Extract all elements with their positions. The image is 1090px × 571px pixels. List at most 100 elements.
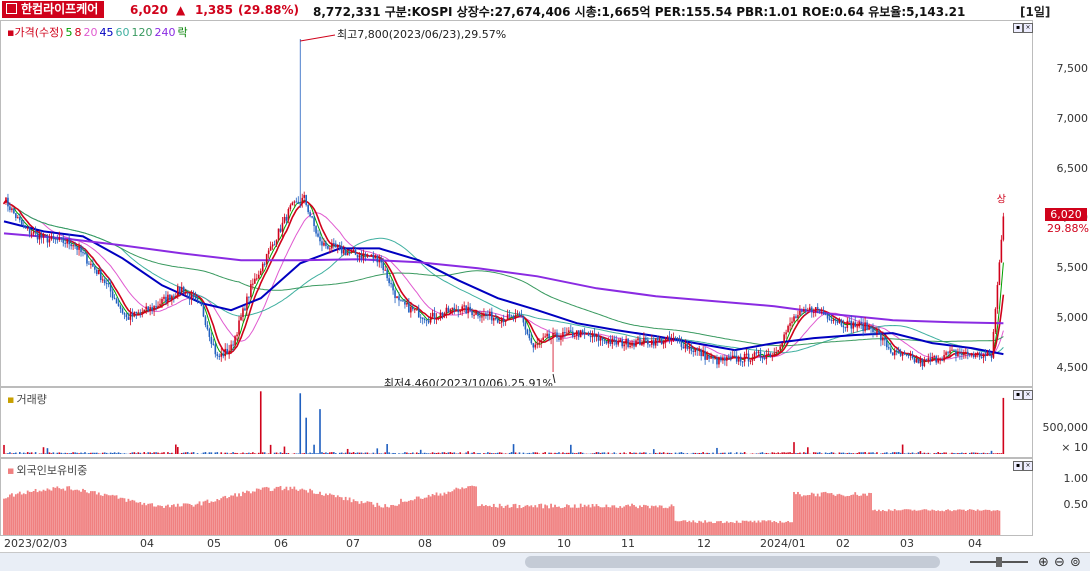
volume-bar bbox=[124, 453, 126, 454]
foreign-bar bbox=[297, 491, 299, 535]
volume-bar bbox=[902, 445, 904, 454]
stock-name-box[interactable]: 한컴라이프케어 bbox=[2, 1, 104, 18]
panel-close-icon[interactable]: × bbox=[1023, 23, 1033, 33]
zoom-reset-icon[interactable]: ⊚ bbox=[1070, 555, 1081, 570]
foreign-bar bbox=[872, 510, 874, 535]
panel-minimize-icon[interactable]: ▪ bbox=[1013, 390, 1023, 400]
candle bbox=[254, 273, 256, 284]
annotation: 최고7,800(2023/06/23),29.57% bbox=[337, 28, 506, 41]
foreign-bar bbox=[62, 489, 64, 535]
foreign-bar bbox=[238, 493, 240, 535]
candle bbox=[983, 353, 985, 363]
foreign-bar bbox=[538, 504, 540, 535]
volume-bar bbox=[667, 453, 669, 454]
foreign-bar bbox=[258, 489, 260, 535]
period-selector[interactable]: [1일] bbox=[1020, 3, 1050, 20]
volume-bar bbox=[529, 453, 531, 454]
volume-bar bbox=[96, 453, 98, 454]
foreign-bar bbox=[327, 495, 329, 535]
candle bbox=[912, 351, 914, 359]
price-panel[interactable]: 최고7,800(2023/06/23),29.57%최저4,460(2023/1… bbox=[0, 20, 1033, 387]
foreign-bar bbox=[789, 522, 791, 535]
foreign-bar bbox=[633, 505, 635, 535]
candle bbox=[722, 355, 724, 364]
volume-bar bbox=[258, 453, 260, 454]
volume-bar bbox=[847, 453, 849, 454]
foreign-bar bbox=[969, 509, 971, 535]
panel-minimize-icon[interactable]: ▪ bbox=[1013, 461, 1023, 471]
foreign-bar bbox=[179, 507, 181, 535]
foreign-holding-panel[interactable]: ▪외국인보유비중 ▪ × bbox=[0, 458, 1033, 536]
foreign-bar bbox=[704, 520, 706, 535]
foreign-bar bbox=[854, 492, 856, 535]
volume-bar bbox=[353, 452, 355, 454]
volume-bar bbox=[167, 452, 169, 454]
volume-bar bbox=[392, 453, 394, 454]
candle bbox=[578, 330, 580, 340]
scrollbar-thumb[interactable] bbox=[525, 556, 940, 568]
foreign-bar bbox=[400, 499, 402, 535]
volume-bar bbox=[84, 452, 86, 454]
volume-bar bbox=[43, 447, 45, 454]
candle bbox=[906, 354, 908, 356]
volume-bar bbox=[454, 452, 456, 454]
foreign-bar bbox=[207, 500, 209, 535]
zoom-slider[interactable] bbox=[968, 556, 1030, 568]
foreign-bar bbox=[511, 507, 513, 535]
candle bbox=[515, 309, 517, 322]
volume-bar bbox=[683, 453, 685, 454]
foreign-bar bbox=[910, 510, 912, 535]
candle bbox=[132, 308, 134, 322]
candle bbox=[702, 346, 704, 356]
volume-bar bbox=[250, 453, 252, 454]
select-checkbox[interactable] bbox=[6, 3, 17, 14]
candle bbox=[444, 312, 446, 318]
candle bbox=[116, 297, 118, 303]
foreign-bar bbox=[647, 506, 649, 535]
candle bbox=[124, 312, 126, 319]
candle bbox=[465, 305, 467, 314]
volume-bar bbox=[157, 453, 159, 454]
volume-bar bbox=[51, 453, 53, 454]
foreign-bar bbox=[973, 510, 975, 535]
foreign-bar bbox=[361, 501, 363, 535]
volume-bar bbox=[534, 452, 536, 454]
volume-bar bbox=[874, 453, 876, 454]
foreign-bar bbox=[627, 505, 629, 535]
foreign-bar bbox=[367, 501, 369, 535]
candle bbox=[15, 213, 17, 221]
panel-close-icon[interactable]: × bbox=[1023, 390, 1033, 400]
volume-bar bbox=[45, 453, 47, 454]
foreign-bar bbox=[5, 498, 7, 535]
candle bbox=[724, 354, 726, 365]
volume-bar bbox=[361, 453, 363, 454]
volume-bar bbox=[62, 453, 64, 454]
candle bbox=[469, 303, 471, 312]
volume-bar bbox=[849, 453, 851, 454]
volume-bar bbox=[596, 452, 598, 454]
candle bbox=[11, 206, 13, 212]
zoom-out-icon[interactable]: ⊖ bbox=[1054, 555, 1065, 570]
foreign-bar bbox=[649, 508, 651, 535]
foreign-bar bbox=[675, 521, 677, 535]
candle bbox=[576, 330, 578, 340]
foreign-bar bbox=[359, 504, 361, 535]
foreign-tick: 1.00 bbox=[1064, 472, 1089, 485]
foreign-bar bbox=[353, 499, 355, 535]
volume-bar bbox=[471, 453, 473, 454]
foreign-bar bbox=[392, 505, 394, 535]
candle bbox=[959, 348, 961, 360]
foreign-bar bbox=[623, 506, 625, 535]
horizontal-scrollbar[interactable]: ⊕ ⊖ ⊚ bbox=[0, 552, 1090, 571]
volume-bar bbox=[487, 452, 489, 454]
candle bbox=[655, 338, 657, 348]
panel-close-icon[interactable]: × bbox=[1023, 461, 1033, 471]
volume-bar bbox=[839, 452, 841, 454]
volume-bar bbox=[120, 453, 122, 454]
candle bbox=[740, 353, 742, 365]
volume-panel[interactable]: ▪거래량 ▪ × bbox=[0, 387, 1033, 458]
foreign-bar bbox=[15, 494, 17, 535]
zoom-in-icon[interactable]: ⊕ bbox=[1038, 555, 1049, 570]
panel-minimize-icon[interactable]: ▪ bbox=[1013, 23, 1023, 33]
candle bbox=[242, 307, 244, 322]
